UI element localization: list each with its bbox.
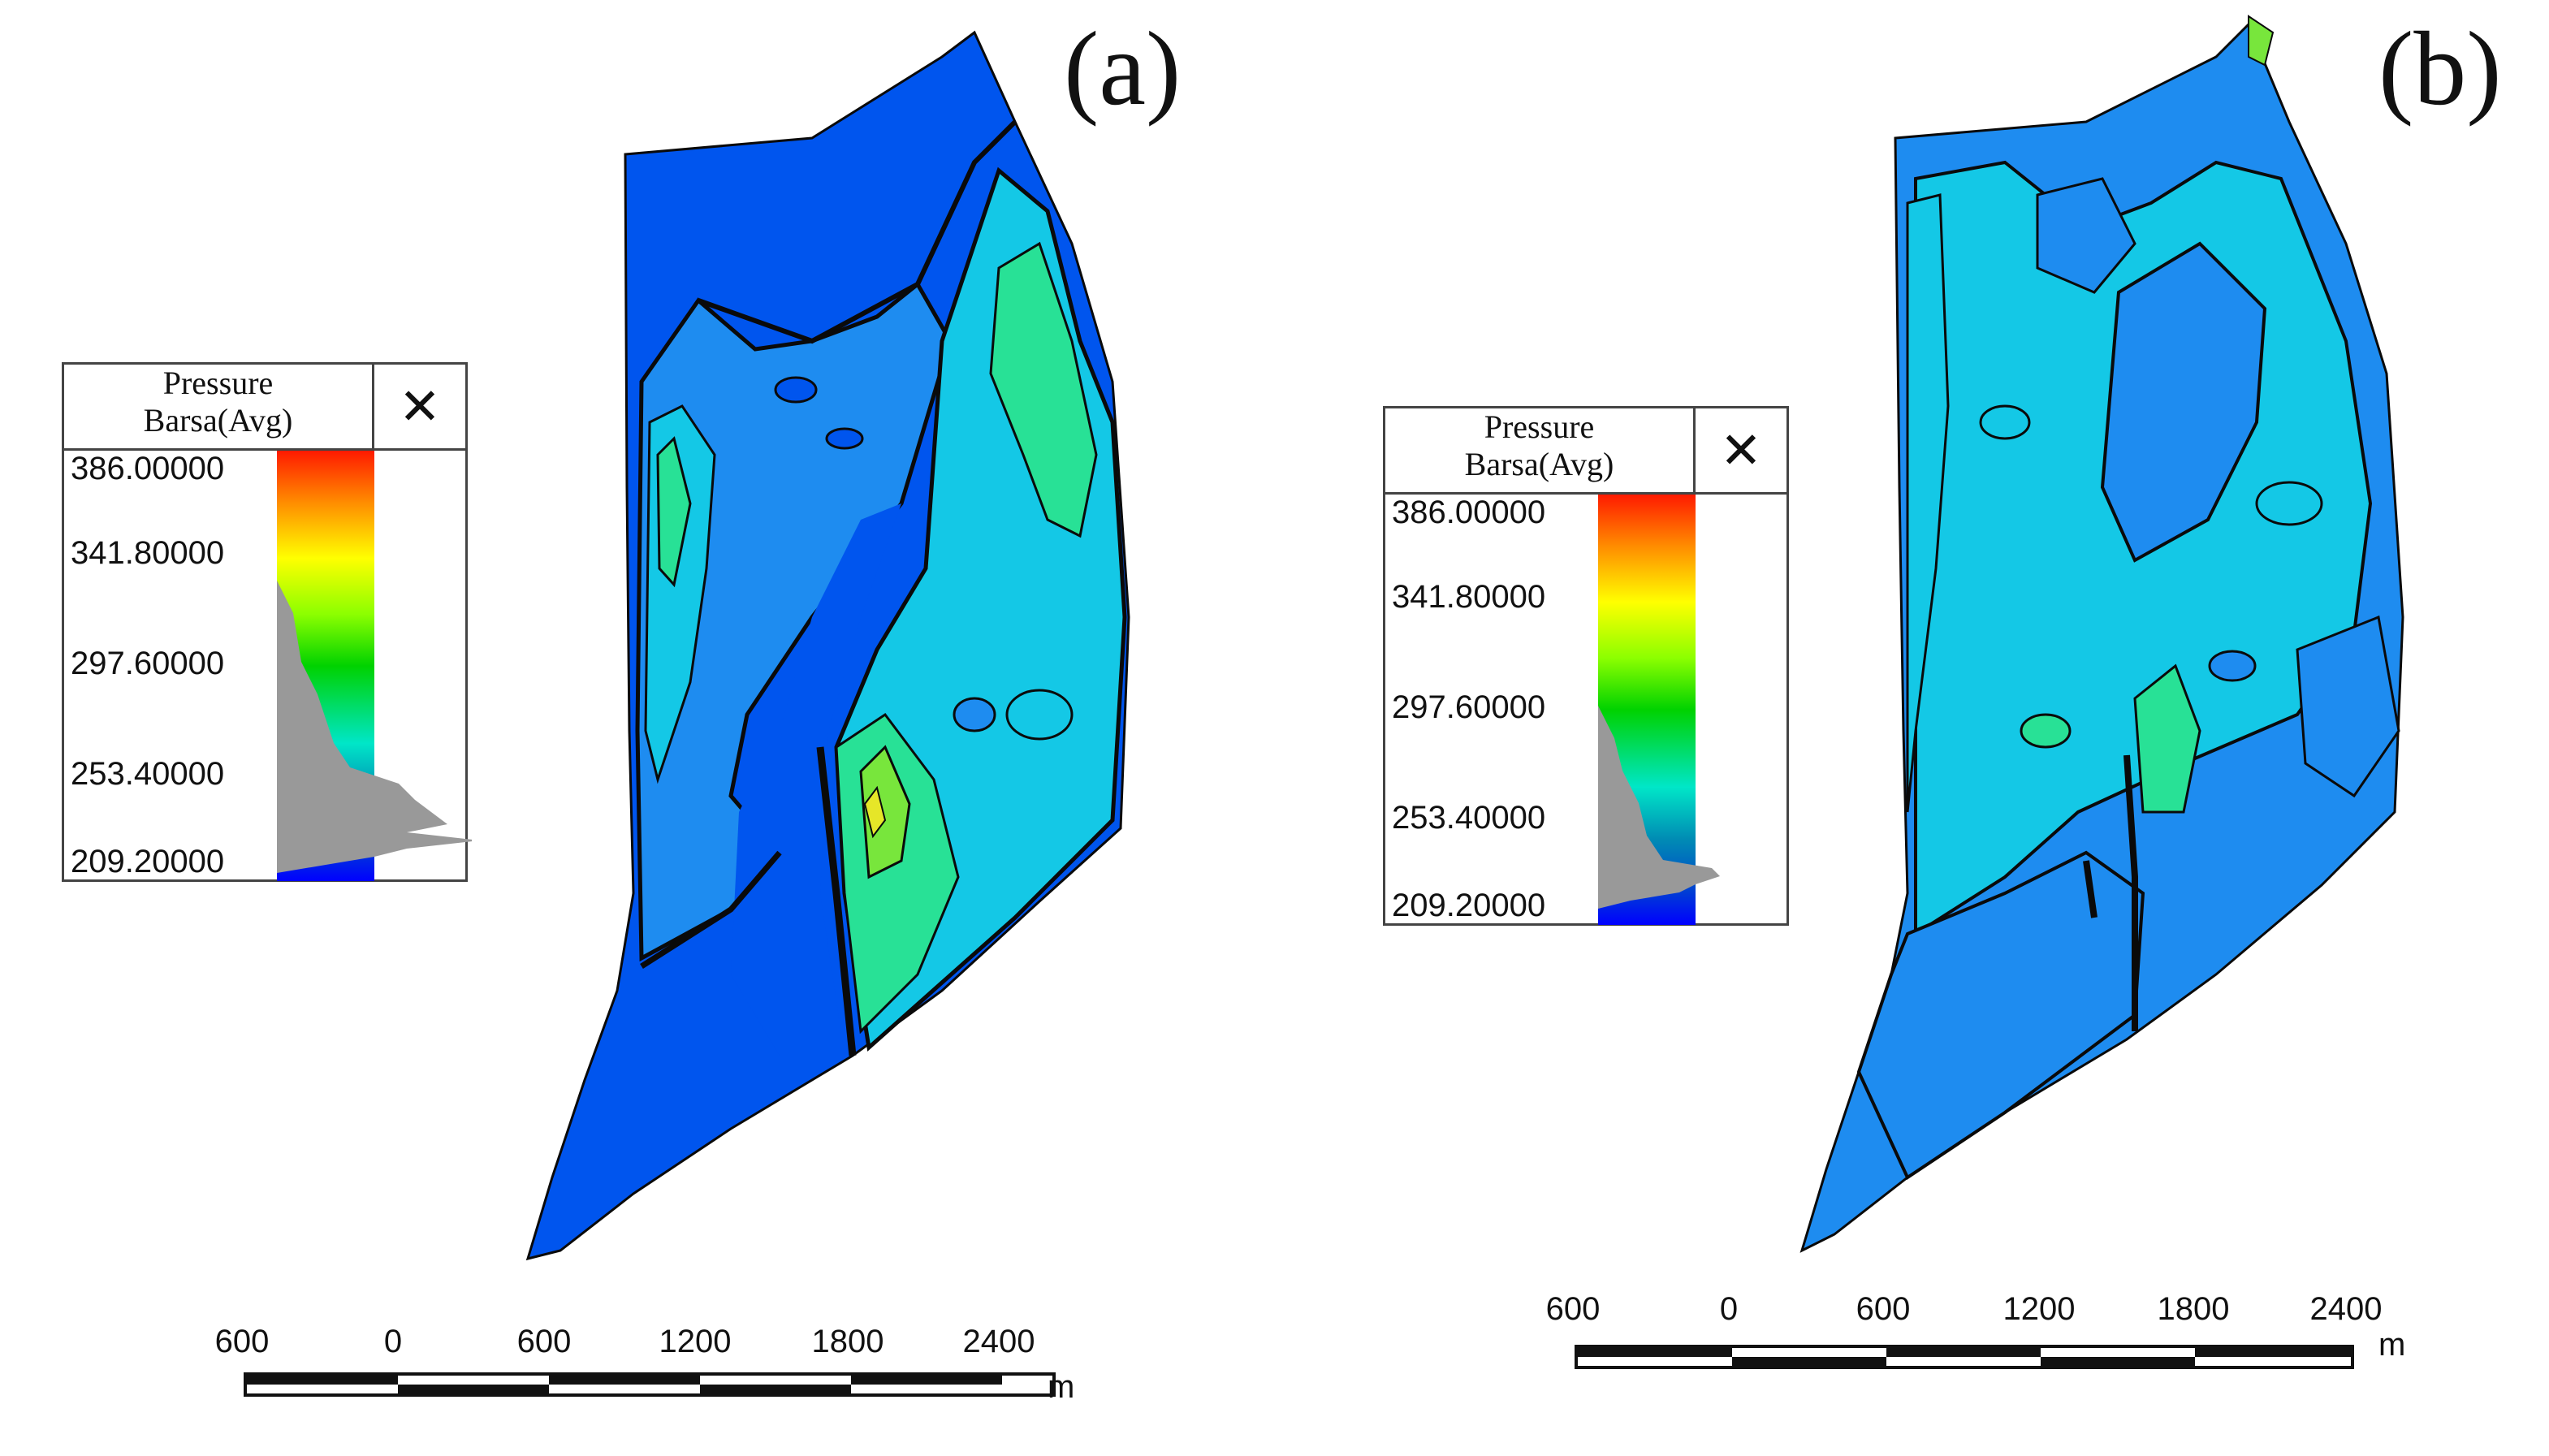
legend-tick: 209.20000 bbox=[71, 844, 225, 879]
scale-label: 2400 bbox=[2309, 1291, 2383, 1327]
scale-label: 1200 bbox=[659, 1324, 732, 1359]
fault-line bbox=[697, 119, 1017, 344]
low-pressure-zone bbox=[1856, 850, 2145, 1180]
scale-bar-track bbox=[1575, 1345, 2354, 1369]
fault-line bbox=[2123, 754, 2138, 1031]
color-legend: Pressure Barsa(Avg) ✕ 386.00000 341.8000… bbox=[1383, 406, 1789, 926]
legend-title-line1: Pressure bbox=[162, 365, 274, 401]
panel-b: (b) Pressure Barsa(Avg) ✕ 386.00000 341.… bbox=[1274, 0, 2549, 1456]
legend-tick: 297.60000 bbox=[1392, 689, 1546, 725]
contour-ring bbox=[2255, 481, 2323, 526]
fault-line bbox=[816, 746, 857, 1056]
contour-ring bbox=[825, 427, 864, 450]
pressure-map bbox=[525, 30, 1130, 1261]
panel-label: (a) bbox=[1064, 11, 1182, 127]
scale-label: 0 bbox=[1719, 1291, 1739, 1327]
legend-tick: 341.80000 bbox=[71, 535, 225, 571]
contour-ring bbox=[953, 697, 996, 732]
scale-unit: m bbox=[2378, 1327, 2406, 1363]
left-cyan-strip bbox=[1906, 193, 1950, 813]
contour-ring bbox=[2020, 713, 2072, 749]
pressure-histogram bbox=[277, 581, 472, 873]
close-icon[interactable]: ✕ bbox=[374, 365, 465, 451]
scale-label: 1800 bbox=[811, 1324, 884, 1359]
legend-tick: 297.60000 bbox=[71, 646, 225, 681]
green-zone bbox=[2248, 15, 2275, 67]
green-zone bbox=[2133, 663, 2201, 814]
legend-ticks: 386.00000 341.80000 297.60000 253.40000 … bbox=[71, 451, 282, 881]
scale-label: 2400 bbox=[962, 1324, 1035, 1359]
legend-ticks: 386.00000 341.80000 297.60000 253.40000 … bbox=[1392, 495, 1603, 925]
color-legend: Pressure Barsa(Avg) ✕ 386.00000 341.8000… bbox=[62, 362, 472, 882]
legend-tick: 386.00000 bbox=[71, 451, 225, 486]
legend-title: Pressure Barsa(Avg) bbox=[1385, 408, 1696, 495]
legend-title-line1: Pressure bbox=[1484, 408, 1595, 445]
low-pressure-zone bbox=[2100, 241, 2267, 563]
contour-ring bbox=[2208, 650, 2257, 682]
low-pressure-zone bbox=[2036, 177, 2136, 294]
right-green-zone bbox=[989, 241, 1098, 538]
legend-tick: 341.80000 bbox=[1392, 579, 1546, 615]
scale-bar: 600 0 600 1200 1800 2400 m bbox=[1534, 1291, 2427, 1380]
pressure-map bbox=[1799, 15, 2404, 1253]
legend-title-line2: Barsa(Avg) bbox=[1464, 446, 1614, 482]
scale-label: 600 bbox=[1545, 1291, 1601, 1327]
contour-ring bbox=[1005, 689, 1074, 741]
peak-pressure-zone bbox=[863, 785, 887, 839]
legend-tick: 209.20000 bbox=[1392, 888, 1546, 923]
scale-label: 600 bbox=[516, 1324, 572, 1359]
legend-tick: 386.00000 bbox=[1392, 495, 1546, 530]
scale-label: 600 bbox=[214, 1324, 270, 1359]
legend-tick: 253.40000 bbox=[71, 756, 225, 792]
scale-bar: 600 0 600 1200 1800 2400 m bbox=[203, 1324, 1096, 1413]
scale-bar-track bbox=[244, 1372, 1056, 1397]
panel-a: (a) Pressure Barsa(Avg) ✕ 386.0000 bbox=[0, 0, 1274, 1456]
legend-title-line2: Barsa(Avg) bbox=[143, 402, 293, 439]
central-channel bbox=[731, 503, 901, 1056]
legend-tick: 253.40000 bbox=[1392, 800, 1546, 836]
scale-label: 0 bbox=[383, 1324, 403, 1359]
panel-label: (b) bbox=[2378, 11, 2502, 127]
scale-label: 1800 bbox=[2157, 1291, 2230, 1327]
fault-line bbox=[2083, 860, 2098, 918]
scale-unit: m bbox=[1048, 1369, 1075, 1405]
left-inner-zone bbox=[656, 436, 692, 588]
pressure-histogram bbox=[1598, 706, 1720, 909]
low-pressure-zone bbox=[2296, 615, 2400, 798]
scale-label: 1200 bbox=[2002, 1291, 2076, 1327]
contour-ring bbox=[774, 376, 818, 404]
contour-ring bbox=[1979, 404, 2031, 440]
close-icon[interactable]: ✕ bbox=[1696, 408, 1786, 495]
high-pressure-zone bbox=[859, 745, 911, 879]
legend-title: Pressure Barsa(Avg) bbox=[64, 365, 374, 451]
fault-line bbox=[640, 850, 782, 969]
scale-label: 600 bbox=[1856, 1291, 1911, 1327]
